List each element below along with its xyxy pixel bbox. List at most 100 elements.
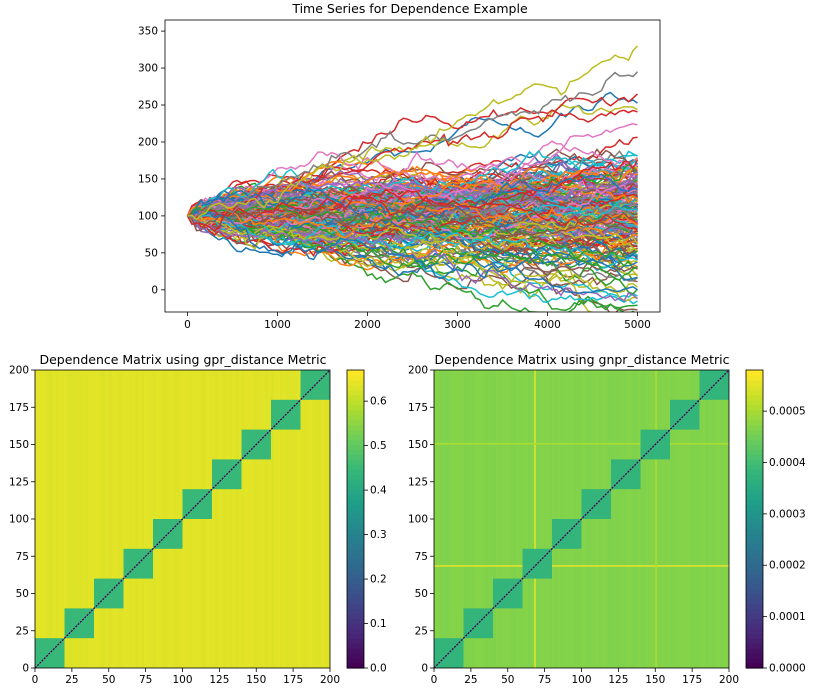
colorbar-segment [746,459,763,465]
texture-strip [309,370,313,668]
colorbar-segment [746,568,763,575]
texture-strip [451,370,455,668]
texture-strip [276,370,280,668]
y-tick-label: 50 [415,588,428,600]
y-tick-label: 150 [9,439,29,451]
colorbar-tick-label: 0.0003 [769,508,806,520]
y-tick-label: 200 [9,365,29,377]
colorbar-frame [346,369,365,669]
texture-strip [132,370,136,668]
texture-strip [702,370,706,668]
colorbar-segment [746,504,763,510]
colorbar-segment [746,444,763,451]
texture-strip [646,370,650,668]
x-tick-label: 1000 [264,319,291,331]
colorbar-segment [746,389,763,396]
heatmap-cells [433,369,730,669]
x-tick-label: 4000 [534,319,561,331]
texture-strip [493,370,496,668]
texture-strip [40,370,44,668]
colorbar-segment [347,509,364,515]
texture-strip [306,370,310,668]
colorbar-segment [347,384,364,391]
texture-strip [144,370,148,668]
gnpr-heatmap: Dependence Matrix using gnpr_distance Me… [408,352,806,686]
colorbar-segment [746,663,763,669]
texture-strip [672,370,676,668]
colorbar-segment [746,598,763,605]
colorbar-segment [347,568,364,575]
colorbar-segment [746,523,763,530]
texture-strip [513,370,517,668]
texture-strip [490,370,493,668]
y-tick-label: 100 [9,514,29,526]
colorbar-segment [746,494,763,500]
x-tick-label: 75 [139,674,152,686]
texture-strip [643,370,647,668]
diagonal-line [433,369,730,669]
texture-strip [540,370,544,668]
texture-strip [232,370,236,668]
colorbar-segment [347,519,364,525]
colorbar-segment [347,528,364,535]
colorbar-segment [347,593,364,600]
texture-strip [726,370,729,668]
texture-strip [223,370,227,668]
x-tick-label: 25 [65,674,78,686]
texture-strip [528,370,532,668]
colorbar-segment [746,553,763,560]
chart-title: Dependence Matrix using gpr_distance Met… [39,352,326,367]
y-tick-label: 200 [408,365,428,377]
colorbar-segment [347,663,364,669]
texture-strip [120,370,124,668]
y-tick-label: 0 [421,663,428,675]
colorbar-segment [746,429,763,436]
colorbar-segment [746,638,763,644]
texture-strip [229,370,233,668]
y-tick-label: 300 [138,63,158,75]
highlight-column [534,370,536,668]
diagonal-line [34,369,331,669]
series-line [187,215,638,302]
texture-strip [282,370,286,668]
texture-strip [675,370,679,668]
colorbar-segment [347,613,364,619]
colorbar-segment [347,434,364,441]
texture-strip [543,370,547,668]
x-tick-label: 0 [184,319,191,331]
colorbar-segment [347,449,364,456]
colorbar-segment [347,523,364,530]
texture-strip [475,370,479,668]
colorbar-segment [347,643,364,649]
colorbar: 0.0 0.1 0.2 0.3 0.4 0.5 0.6 [346,369,387,675]
colorbar-segment [746,454,763,460]
colorbar-segment [746,509,763,515]
y-tick-label: 150 [408,439,428,451]
texture-strip [94,370,97,668]
colorbar-tick-label: 0.3 [370,529,387,541]
colorbar-segment [746,499,763,505]
texture-strip [448,370,452,668]
texture-strip [70,370,74,668]
x-tick-label: 0 [32,674,39,686]
texture-strip [622,370,626,668]
texture-strip [123,370,127,668]
texture-strip [631,370,635,668]
texture-strip [226,370,230,668]
colorbar-segment [347,648,364,654]
colorbar-segment [347,504,364,510]
series-line [187,210,638,270]
y-tick-label: 100 [408,514,428,526]
gpr-heatmap: Dependence Matrix using gpr_distance Met… [9,352,387,686]
colorbar-segment [347,484,364,490]
texture-strip [684,370,688,668]
texture-strip [265,370,269,668]
colorbar-segment [347,578,364,585]
texture-strip [91,370,94,668]
texture-strip [546,370,550,668]
texture-strip [442,370,446,668]
y-tick-label: 175 [9,402,29,414]
colorbar-segment [347,419,364,426]
texture-strip [667,370,670,668]
